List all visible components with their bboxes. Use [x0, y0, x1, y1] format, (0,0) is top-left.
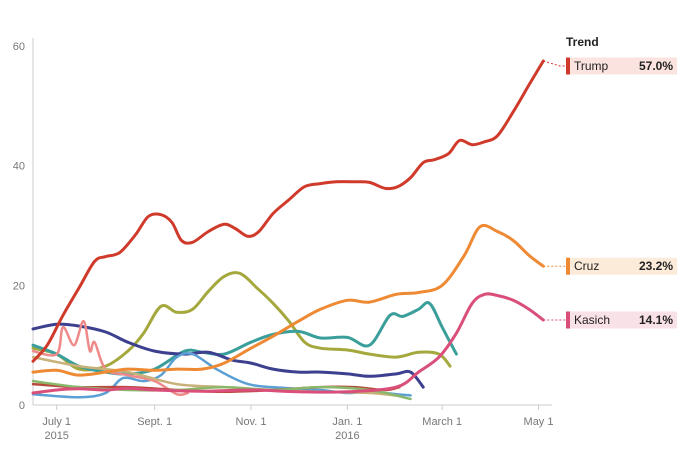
legend-box-kasich: [566, 311, 677, 329]
legend-box-trump: [566, 57, 677, 75]
legend-value-trump: 57.0%: [639, 59, 673, 73]
legend-swatch-cruz: [566, 257, 570, 275]
legend-value-cruz: 23.2%: [639, 259, 673, 273]
series-line-trump: [31, 59, 545, 363]
legend-name-cruz: Cruz: [574, 259, 599, 273]
y-tick-label: 20: [13, 280, 25, 292]
x-tick-label: March 1: [422, 416, 462, 428]
series-line-kasich: [31, 292, 545, 395]
x-tick-label: July 1: [42, 416, 71, 428]
legend-value-kasich: 14.1%: [639, 313, 673, 327]
axes: 0 20 40 60 July 1 2015 Sept. 1 Nov. 1 Jan. 1 2016…: [13, 38, 554, 442]
legend-swatch-kasich: [566, 311, 570, 329]
x-tick-label: May 1: [524, 416, 554, 428]
y-tick-label: 40: [13, 161, 25, 173]
legend-box-cruz: [566, 257, 677, 275]
x-tick-label: Jan. 1: [332, 416, 362, 428]
legend: Trend Trump 57.0% Cruz 23.2% Kasich 14.1%: [543, 35, 677, 329]
series-line-carson: [31, 271, 452, 372]
y-tick-label: 0: [19, 400, 25, 412]
legend-name-kasich: Kasich: [574, 313, 610, 327]
legend-title: Trend: [566, 35, 599, 49]
x-tick-label: Sept. 1: [137, 416, 172, 428]
x-tick-year-label: 2016: [335, 430, 359, 442]
series-line-walker: [31, 319, 190, 397]
y-tick-label: 60: [13, 41, 25, 53]
series-line-cruz: [31, 223, 545, 377]
legend-name-trump: Trump: [574, 59, 609, 73]
legend-leader-trump: [543, 60, 566, 67]
x-tick-year-label: 2015: [44, 430, 68, 442]
x-tick-label: Nov. 1: [236, 416, 267, 428]
series-line-bush: [31, 322, 425, 389]
legend-swatch-trump: [566, 57, 570, 75]
series-lines: [31, 59, 545, 401]
